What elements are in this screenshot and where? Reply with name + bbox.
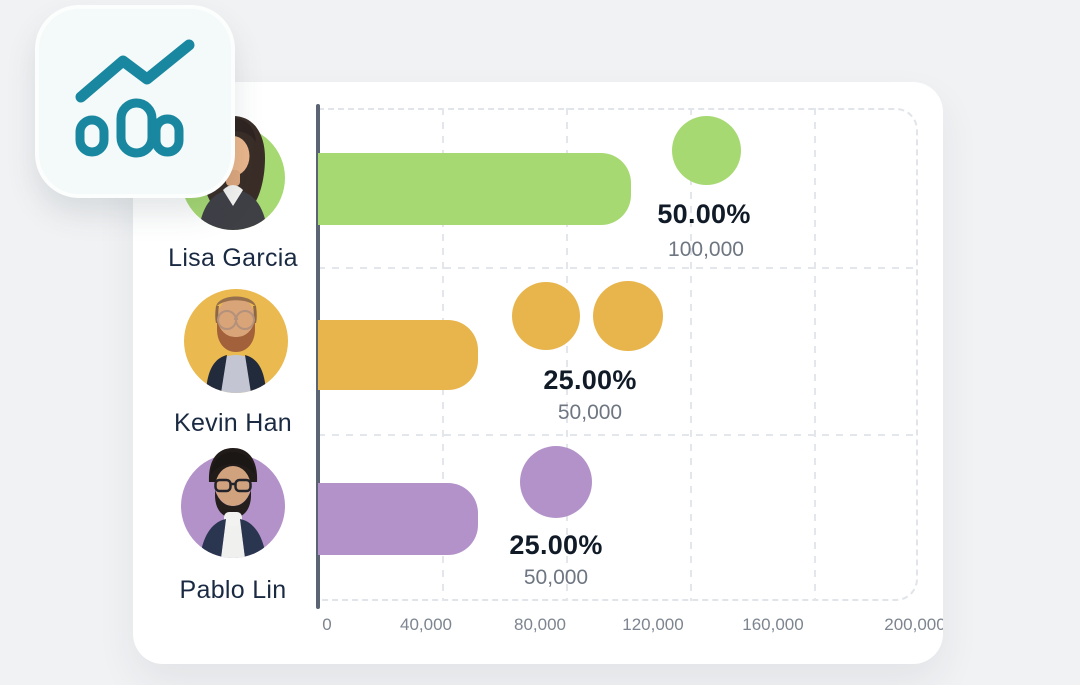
row-separator xyxy=(318,267,918,269)
chart-card: Lisa Garcia 50.00% 100,000 xyxy=(133,82,943,664)
chart-logo-badge xyxy=(35,5,235,198)
x-tick-label: 80,000 xyxy=(514,615,566,634)
gridline-vertical xyxy=(566,108,568,601)
percent-label: 25.00% xyxy=(543,365,637,395)
gridline-vertical xyxy=(690,108,692,601)
line-chart-with-bars-icon xyxy=(75,39,195,158)
category-label: Lisa Garcia xyxy=(168,244,298,272)
avatar-kevin-han xyxy=(182,275,290,393)
x-tick-label: 160,000 xyxy=(742,615,804,634)
bar-lisa-garcia xyxy=(318,153,631,225)
x-tick-label: 200,000 xyxy=(884,615,943,634)
bubble-marker xyxy=(593,281,663,351)
bar-kevin-han xyxy=(318,320,478,390)
bubble-marker xyxy=(520,446,592,518)
x-tick-label: 0 xyxy=(322,615,332,634)
x-tick-label: 40,000 xyxy=(400,615,452,634)
bubble-marker xyxy=(672,116,741,185)
percent-label: 50.00% xyxy=(657,199,751,229)
category-label: Kevin Han xyxy=(173,409,293,437)
x-tick-label: 120,000 xyxy=(622,615,684,634)
category-label: Pablo Lin xyxy=(179,576,287,604)
bubble-marker xyxy=(512,282,580,350)
row-separator xyxy=(318,434,918,436)
plot-frame xyxy=(318,108,918,601)
bar-pablo-lin xyxy=(318,483,478,555)
value-label: 50,000 xyxy=(523,566,589,589)
percent-label: 25.00% xyxy=(509,530,603,560)
value-label: 50,000 xyxy=(557,401,623,424)
gridline-vertical xyxy=(814,108,816,601)
value-label: 100,000 xyxy=(668,238,744,261)
avatar-pablo-lin xyxy=(179,440,287,558)
